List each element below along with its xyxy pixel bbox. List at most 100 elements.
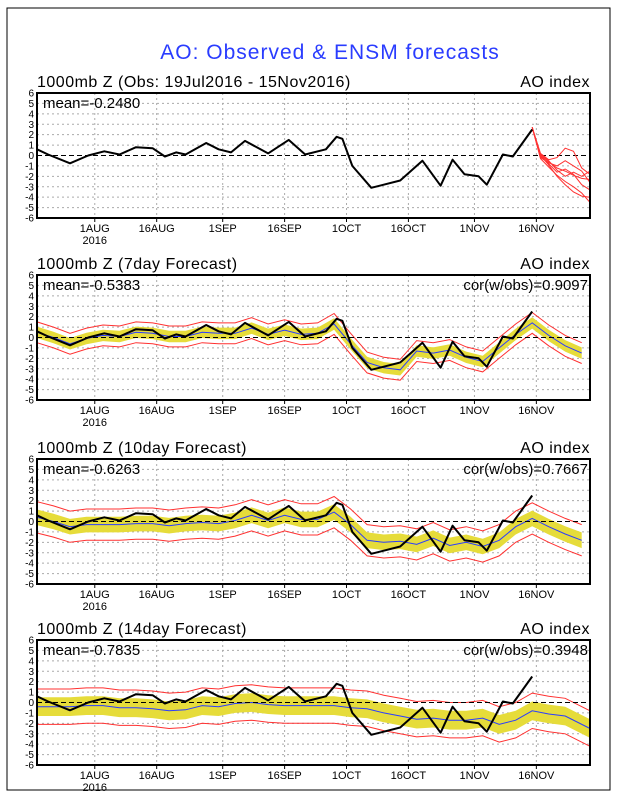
y-tick-label: 0 — [28, 698, 34, 709]
y-tick-label: 3 — [28, 486, 34, 497]
x-tick-label: 16NOV — [518, 589, 555, 601]
mean-label: mean=-0.5383 — [43, 277, 140, 294]
y-tick-label: -1 — [25, 343, 34, 354]
y-tick-label: 2 — [28, 130, 34, 141]
y-tick-label: -2 — [25, 538, 34, 549]
y-tick-label: -3 — [25, 182, 34, 193]
y-tick-label: -2 — [25, 354, 34, 365]
ensemble-member-line — [531, 127, 591, 198]
y-tick-label: 2 — [28, 677, 34, 688]
chart-title: AO: Observed & ENSM forecasts — [160, 41, 499, 64]
x-tick-label: 1NOV — [459, 223, 490, 235]
x-tick-label: 1OCT — [332, 223, 362, 235]
y-tick-label: 0 — [28, 333, 34, 344]
ensemble-member-line — [531, 127, 591, 177]
x-tick-label: 1AUG — [80, 770, 110, 782]
x-tick-label: 16SEP — [267, 405, 301, 417]
x-tick-label: 16AUG — [139, 405, 175, 417]
ensemble-member-line — [531, 127, 591, 203]
x-tick-label: 1SEP — [209, 405, 237, 417]
y-tick-label: 4 — [28, 291, 34, 302]
x-tick-label: 1NOV — [459, 405, 490, 417]
panel-right-label: AO index — [520, 440, 590, 457]
y-tick-label: -3 — [25, 364, 34, 375]
y-tick-label: 6 — [28, 636, 34, 647]
panel-0: 1000mb Z (Obs: 19Jul2016 - 15Nov2016) AO … — [25, 74, 591, 247]
y-tick-label: -6 — [25, 214, 34, 225]
panel-2: 1000mb Z (10day Forecast) AO index 6543210… — [25, 440, 591, 613]
x-year-label: 2016 — [83, 782, 107, 794]
lower-bound-line — [37, 719, 591, 747]
y-tick-label: 0 — [28, 151, 34, 162]
y-tick-label: -4 — [25, 193, 34, 204]
y-tick-label: 5 — [28, 646, 34, 657]
x-tick-label: 1SEP — [209, 589, 237, 601]
x-tick-label: 1SEP — [209, 223, 237, 235]
x-year-label: 2016 — [83, 417, 107, 429]
x-tick-label: 1AUG — [80, 589, 110, 601]
x-tick-label: 1OCT — [332, 770, 362, 782]
y-tick-label: 6 — [28, 271, 34, 282]
upper-bound-line — [36, 495, 582, 532]
y-tick-label: -6 — [25, 761, 34, 772]
mean-label: mean=-0.7835 — [43, 642, 140, 659]
y-tick-label: 5 — [28, 465, 34, 476]
panel-right-label: AO index — [520, 74, 590, 91]
observed-line — [36, 494, 534, 555]
plot-frame — [36, 639, 591, 766]
x-tick-label: 16NOV — [518, 770, 555, 782]
panel-right-label: AO index — [520, 621, 590, 638]
y-tick-label: 1 — [28, 688, 34, 699]
ensemble-mean-line — [36, 322, 582, 371]
y-tick-label: 4 — [28, 109, 34, 120]
mean-label: mean=-0.6263 — [43, 461, 140, 478]
y-tick-label: -1 — [25, 708, 34, 719]
x-tick-label: 16OCT — [391, 405, 427, 417]
x-tick-label: 16OCT — [391, 223, 427, 235]
panel-1: 1000mb Z (7day Forecast) AO index6543210-… — [25, 256, 591, 429]
y-tick-label: -4 — [25, 559, 34, 570]
y-tick-label: -2 — [25, 719, 34, 730]
upper-bound-line — [36, 311, 582, 360]
correlation-label: cor(w/obs)=0.7667 — [463, 461, 588, 478]
upper-bound-line — [37, 684, 591, 712]
observed-line — [36, 310, 534, 371]
y-tick-label: 3 — [28, 302, 34, 313]
y-tick-label: 3 — [28, 667, 34, 678]
x-tick-label: 16OCT — [391, 770, 427, 782]
spread-band — [37, 693, 590, 738]
y-tick-label: -3 — [25, 548, 34, 559]
y-tick-label: -5 — [25, 569, 34, 580]
y-tick-label: 4 — [28, 656, 34, 667]
y-tick-label: 2 — [28, 496, 34, 507]
y-tick-label: 6 — [28, 455, 34, 466]
y-tick-label: 5 — [28, 281, 34, 292]
y-tick-label: -4 — [25, 740, 34, 751]
panel-title: 1000mb Z (7day Forecast) — [37, 256, 238, 273]
ensemble-member-line — [531, 127, 591, 175]
y-tick-label: -5 — [25, 203, 34, 214]
x-tick-label: 16OCT — [391, 589, 427, 601]
y-tick-label: 1 — [28, 507, 34, 518]
y-tick-label: 1 — [28, 141, 34, 152]
y-tick-label: 6 — [28, 89, 34, 100]
x-tick-label: 1SEP — [209, 770, 237, 782]
panel-title: 1000mb Z (Obs: 19Jul2016 - 15Nov2016) — [37, 74, 351, 91]
x-tick-label: 16AUG — [139, 589, 175, 601]
y-tick-label: -4 — [25, 375, 34, 386]
x-tick-label: 16AUG — [139, 223, 175, 235]
spread-band — [37, 317, 582, 376]
y-tick-label: -1 — [25, 161, 34, 172]
y-tick-label: 2 — [28, 312, 34, 323]
x-tick-label: 16AUG — [139, 770, 175, 782]
x-tick-label: 1NOV — [459, 589, 490, 601]
y-tick-label: -2 — [25, 172, 34, 183]
x-tick-label: 16SEP — [267, 770, 301, 782]
x-tick-label: 16SEP — [267, 589, 301, 601]
lower-bound-line — [36, 332, 582, 381]
y-tick-label: -5 — [25, 750, 34, 761]
ensemble-member-line — [531, 127, 591, 183]
panel-3: 1000mb Z (14day Forecast) AO index 6543210… — [25, 621, 591, 794]
y-tick-label: 0 — [28, 517, 34, 528]
